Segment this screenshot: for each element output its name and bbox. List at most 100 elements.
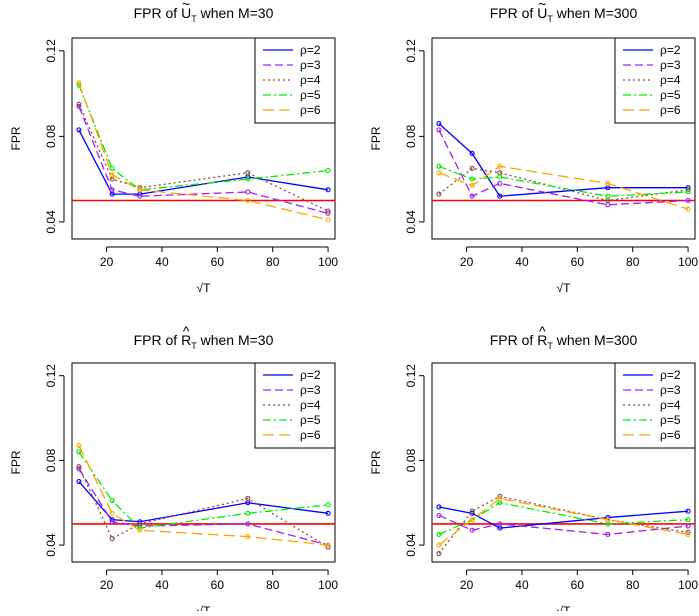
data-point: [109, 536, 115, 542]
series-line-3: [438, 129, 689, 206]
data-point: [436, 191, 442, 197]
data-point: [109, 498, 115, 504]
data-point: [685, 523, 691, 529]
plot-frame: [71, 37, 336, 240]
data-point: [245, 189, 251, 195]
data-point: [76, 80, 82, 86]
data-point: [76, 443, 82, 449]
y-tick-label: 0.12: [44, 364, 58, 388]
data-point: [469, 517, 475, 523]
data-point: [497, 174, 503, 180]
data-point: [76, 449, 82, 455]
y-axis-title: FPR: [369, 450, 383, 474]
data-point: [436, 531, 442, 538]
data-point: [245, 170, 251, 176]
data-point: [137, 527, 143, 533]
data-point: [685, 206, 691, 212]
legend-label: ρ=4: [660, 73, 681, 87]
legend-label: ρ=3: [300, 383, 321, 397]
data-point: [325, 187, 331, 193]
x-tick-label: 20: [460, 255, 474, 269]
data-point: [685, 529, 691, 535]
y-tick-label: 0.08: [44, 448, 58, 472]
series-line-6: [78, 82, 329, 221]
data-point: [436, 542, 442, 548]
data-point: [436, 170, 442, 176]
legend-label: ρ=4: [660, 398, 681, 412]
series-line-6: [438, 165, 689, 210]
series-line-3: [78, 468, 329, 546]
y-tick-label: 0.04: [44, 533, 58, 557]
title-subscript: T: [191, 14, 197, 24]
x-tick-label: 60: [571, 578, 585, 592]
plot-frame: [71, 362, 336, 563]
data-point: [497, 495, 503, 502]
legend-label: ρ=5: [300, 88, 321, 102]
data-point: [325, 168, 331, 174]
data-point: [497, 521, 503, 527]
y-axis-title: FPR: [9, 126, 23, 150]
data-point: [605, 531, 611, 538]
data-point: [245, 197, 251, 204]
x-tick-label: 100: [678, 255, 698, 269]
chart-title: FPR of RT when M=30: [134, 332, 274, 351]
legend-label: ρ=6: [300, 428, 321, 442]
data-point: [137, 187, 143, 193]
series-line-5: [438, 165, 689, 197]
title-subscript: T: [547, 14, 553, 24]
x-tick-label: 60: [211, 578, 225, 592]
x-tick-label: 60: [571, 255, 585, 269]
data-point: [685, 187, 691, 193]
series-line-6: [78, 445, 329, 546]
data-point: [245, 495, 251, 502]
x-axis-title: √T: [557, 604, 572, 611]
x-tick-label: 100: [678, 578, 698, 592]
y-tick-label: 0.12: [404, 364, 418, 388]
data-point: [469, 165, 475, 171]
x-tick-label: 80: [266, 578, 280, 592]
data-point: [436, 550, 442, 557]
legend-label: ρ=3: [660, 383, 681, 397]
x-tick-label: 80: [266, 255, 280, 269]
data-point: [325, 210, 331, 216]
data-point: [469, 508, 475, 514]
series-line-5: [78, 451, 329, 529]
data-point: [685, 189, 691, 195]
title-prefix: FPR of: [490, 5, 537, 21]
x-axis-title: √T: [557, 281, 572, 295]
data-point: [469, 193, 475, 199]
chart-panel-4: FPR of RT when M=300^20 40 60 80 1000.040.08…: [369, 323, 698, 616]
data-point: [137, 193, 143, 199]
legend-label: ρ=5: [300, 413, 321, 427]
series-line-4: [78, 466, 329, 548]
data-point: [137, 525, 143, 531]
chart-title: FPR of UT when M=30: [134, 5, 274, 24]
title-prefix: FPR of: [134, 5, 181, 21]
title-letter: U: [181, 5, 191, 21]
data-point: [325, 502, 331, 508]
data-point: [685, 517, 691, 523]
series-line-2: [438, 123, 689, 197]
series-line-3: [78, 106, 329, 214]
title-suffix: when M=300: [553, 332, 638, 348]
data-point: [245, 510, 251, 516]
y-tick-label: 0.04: [404, 533, 418, 557]
x-axis-title: √T: [197, 604, 212, 611]
series-line-5: [438, 502, 689, 536]
legend-label: ρ=6: [660, 103, 681, 117]
x-tick-label: 40: [155, 578, 169, 592]
legend-label: ρ=2: [300, 43, 321, 57]
series-line-6: [438, 497, 689, 546]
data-point: [76, 479, 82, 485]
title-suffix: when M=300: [553, 5, 638, 21]
title-letter: R: [537, 332, 547, 348]
plot-frame: [431, 37, 696, 240]
data-point: [325, 544, 331, 550]
data-point: [436, 163, 442, 169]
data-point: [497, 163, 503, 169]
data-point: [685, 531, 691, 538]
data-point: [109, 510, 115, 516]
x-tick-label: 80: [626, 255, 640, 269]
y-tick-label: 0.12: [44, 39, 58, 63]
data-point: [605, 193, 611, 199]
